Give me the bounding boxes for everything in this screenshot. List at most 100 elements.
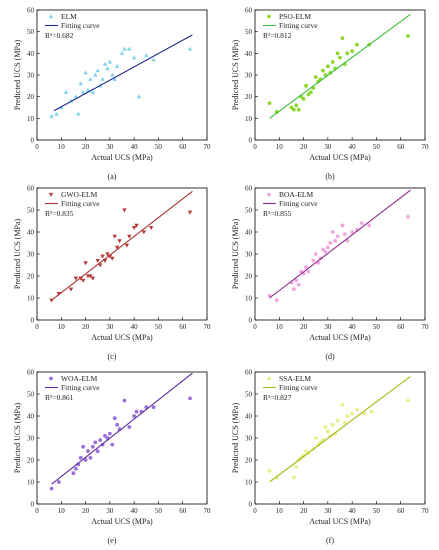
y-tick-label: 10 — [245, 295, 253, 303]
data-point — [274, 298, 279, 303]
x-tick-label: 70 — [422, 143, 430, 151]
x-tick-label: 20 — [82, 143, 90, 151]
chart-panel-5: 0 10 20 30 40 50 60 70 0 10 20 30 40 50 60 Actual UCS (… — [13, 369, 211, 546]
y-axis-label: Predicted UCS (MPa) — [231, 403, 240, 474]
data-point — [291, 287, 296, 292]
legend-series-label: WOA-ELM — [61, 374, 98, 383]
chart-panel-1: 0 10 20 30 40 50 60 70 0 10 20 30 40 50 60 Actual UCS (… — [13, 7, 211, 182]
data-point — [306, 269, 311, 274]
legend-series-label: ELM — [61, 12, 77, 21]
data-point — [335, 51, 340, 56]
data-point — [151, 57, 156, 62]
y-tick-label: 0 — [249, 501, 253, 509]
x-axis-label: Actual UCS (MPa) — [309, 517, 371, 526]
data-point — [355, 42, 359, 47]
legend-series-label: BOA-ELM — [279, 190, 313, 199]
data-point — [81, 444, 86, 449]
y-tick-label: 0 — [31, 137, 35, 145]
legend-fit-label: Fitting curve — [279, 21, 318, 30]
data-point — [93, 72, 98, 77]
data-point — [107, 431, 112, 436]
data-point — [80, 89, 86, 94]
panel-label: (f) — [326, 536, 334, 545]
data-point — [342, 420, 347, 425]
data-point — [294, 464, 299, 469]
data-point — [110, 72, 115, 77]
legend-fit-label: Fitting curve — [61, 383, 100, 392]
data-point — [304, 265, 308, 270]
y-tick-label: 30 — [245, 435, 253, 443]
x-tick-label: 40 — [349, 143, 357, 151]
data-point — [105, 66, 110, 71]
data-point — [141, 230, 147, 235]
data-point — [355, 407, 359, 412]
y-axis-label: Predicted UCS (MPa) — [13, 219, 22, 290]
data-point — [88, 274, 93, 279]
x-tick-label: 20 — [82, 507, 90, 515]
data-point — [86, 449, 90, 454]
x-tick-label: 40 — [131, 507, 139, 515]
data-point — [328, 241, 333, 245]
x-tick-label: 60 — [179, 507, 187, 515]
r-squared-label: R²=0.682 — [45, 31, 74, 40]
data-point — [350, 230, 355, 234]
data-point — [406, 214, 410, 219]
data-point — [362, 411, 367, 416]
y-tick-label: 30 — [27, 72, 35, 80]
y-tick-label: 50 — [27, 207, 35, 215]
data-point — [78, 276, 83, 281]
panel-label: (e) — [108, 536, 117, 545]
data-point — [296, 282, 301, 287]
y-tick-label: 60 — [27, 369, 35, 377]
data-point — [95, 449, 100, 454]
data-point — [406, 398, 410, 403]
x-tick-label: 0 — [253, 143, 257, 151]
fitting-line — [269, 13, 411, 119]
data-point — [114, 63, 120, 68]
data-point — [313, 436, 318, 440]
chart-panel-6: 0 10 20 30 40 50 60 70 0 10 20 30 40 50 60 Actual UCS (… — [231, 369, 429, 546]
x-tick-label: 50 — [373, 323, 381, 331]
x-tick-label: 30 — [324, 323, 332, 331]
data-point — [105, 252, 110, 257]
data-point — [350, 411, 355, 416]
panel-label: (b) — [325, 172, 335, 181]
y-tick-label: 60 — [27, 7, 35, 15]
r-squared-label: R²=0.827 — [263, 393, 292, 402]
y-tick-label: 10 — [27, 295, 35, 303]
data-point — [289, 105, 294, 110]
y-tick-label: 40 — [245, 413, 253, 421]
y-tick-label: 10 — [27, 479, 35, 487]
y-tick-label: 20 — [27, 273, 35, 281]
x-tick-label: 60 — [397, 507, 405, 515]
chart-panel-2: 0 10 20 30 40 50 60 70 0 10 20 30 40 50 60 Actual UCS (… — [231, 7, 429, 182]
y-tick-label: 50 — [27, 391, 35, 399]
r-squared-label: R²=0.812 — [263, 31, 292, 40]
x-tick-label: 50 — [155, 323, 163, 331]
x-tick-label: 0 — [35, 507, 39, 515]
data-point — [71, 471, 76, 476]
data-point — [112, 76, 117, 81]
x-tick-label: 30 — [324, 143, 332, 151]
data-point — [338, 55, 342, 60]
x-tick-label: 70 — [422, 323, 430, 331]
y-axis-label: Predicted UCS (MPa) — [13, 403, 22, 474]
data-point — [359, 221, 364, 226]
x-tick-label: 10 — [276, 143, 284, 151]
fitting-line — [53, 34, 193, 112]
y-tick-label: 10 — [245, 115, 253, 123]
data-point — [330, 230, 335, 234]
data-point — [97, 263, 103, 268]
y-tick-label: 50 — [245, 28, 253, 36]
x-tick-label: 60 — [397, 323, 405, 331]
data-point — [325, 245, 330, 250]
data-point — [110, 256, 115, 261]
x-tick-label: 10 — [58, 143, 66, 151]
panel-label: (a) — [108, 172, 117, 181]
y-tick-label: 20 — [245, 273, 253, 281]
y-tick-label: 30 — [27, 435, 35, 443]
fitting-line — [269, 375, 411, 483]
data-point — [325, 429, 330, 434]
x-tick-label: 40 — [349, 323, 357, 331]
y-tick-label: 40 — [27, 229, 35, 237]
